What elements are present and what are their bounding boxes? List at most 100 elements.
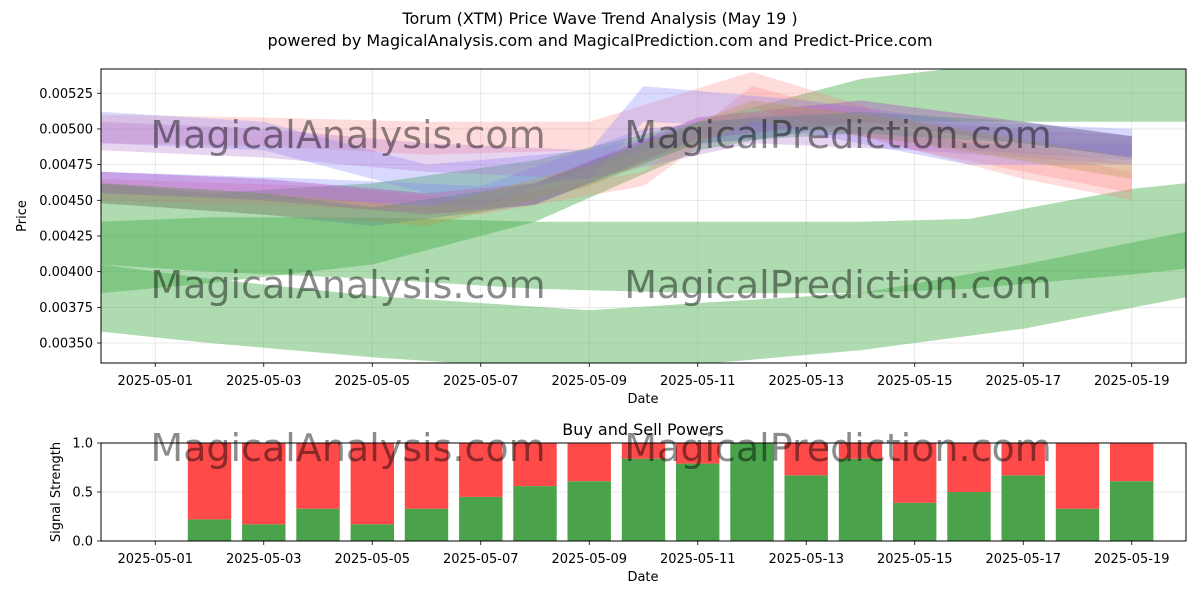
sell-bar: [567, 443, 611, 482]
sell-bar: [1110, 443, 1154, 482]
top-x-tick-label: 2025-05-09: [551, 374, 627, 389]
sell-bar: [1001, 443, 1045, 476]
bottom-x-tick-label: 2025-05-01: [117, 552, 193, 567]
top-plot-frame: [100, 68, 1187, 364]
bottom-x-axis-label: Date: [627, 570, 658, 585]
wave-band: [101, 86, 1132, 215]
bottom-watermarks: MagicalAnalysis.com MagicalPrediction.co…: [150, 426, 1051, 470]
bottom-x-tick-label: 2025-05-13: [768, 552, 844, 567]
buy-bar: [784, 475, 828, 541]
bottom-x-tick-label: 2025-05-17: [985, 552, 1061, 567]
buy-bar: [838, 458, 883, 541]
sell-bar: [187, 443, 232, 520]
wave-band: [101, 71, 1132, 201]
bottom-y-tick-label: 1.0: [72, 437, 93, 452]
chart-subtitle: powered by MagicalAnalysis.com and Magic…: [267, 31, 933, 50]
top-y-tick-label: 0.00375: [39, 301, 93, 316]
buy-bar: [459, 496, 503, 541]
top-x-axis-label: Date: [627, 392, 658, 407]
top-y-tick-label: 0.00400: [39, 265, 93, 280]
top-y-tick-label: 0.00350: [39, 337, 93, 352]
top-y-tick-label: 0.00525: [39, 87, 93, 102]
sell-bar: [947, 443, 991, 492]
buy-bar: [404, 508, 449, 541]
buy-bar: [296, 508, 340, 541]
watermark: MagicalPrediction.com: [624, 426, 1052, 470]
wave-band: [101, 86, 1132, 194]
buy-bar: [567, 481, 611, 541]
sell-bar: [296, 443, 340, 509]
watermark: MagicalAnalysis.com: [150, 263, 545, 307]
wave-band: [101, 111, 1132, 208]
buy-bar: [242, 524, 286, 541]
top-grid: [101, 69, 1186, 363]
bottom-chart-title: Buy and Sell Powers: [562, 420, 724, 439]
sell-bar: [784, 443, 828, 476]
top-y-tick-label: 0.00450: [39, 194, 93, 209]
top-x-tick-label: 2025-05-03: [226, 374, 302, 389]
top-x-tick-label: 2025-05-05: [334, 374, 410, 389]
chart-title: Torum (XTM) Price Wave Trend Analysis (M…: [402, 9, 798, 28]
top-y-tick-label: 0.00425: [39, 229, 93, 244]
bottom-x-tick-label: 2025-05-15: [877, 552, 953, 567]
top-series-layer: [101, 69, 1186, 363]
sell-bar: [838, 443, 883, 459]
bottom-axes: 2025-05-01 2025-05-03 2025-05-05 2025-05-07…: [72, 437, 1169, 568]
buy-bar: [513, 486, 557, 541]
bottom-y-tick-label: 0.0: [72, 535, 93, 550]
sell-bar: [621, 443, 666, 459]
watermark: MagicalPrediction.com: [624, 113, 1052, 157]
buy-bar: [621, 458, 666, 541]
buy-bar: [730, 443, 774, 541]
buy-bar: [350, 524, 394, 541]
wave-band: [101, 114, 1132, 179]
top-x-tick-label: 2025-05-01: [117, 374, 193, 389]
sell-bar: [459, 443, 503, 497]
buy-bar: [187, 519, 232, 541]
buy-bar: [947, 492, 991, 541]
top-watermarks: MagicalAnalysis.com MagicalPrediction.co…: [150, 113, 1051, 307]
sell-bar: [676, 443, 720, 464]
buy-bar: [893, 502, 937, 541]
top-x-tick-label: 2025-05-15: [877, 374, 953, 389]
bottom-x-tick-label: 2025-05-03: [226, 552, 302, 567]
wave-band: [101, 69, 1186, 294]
bottom-x-tick-label: 2025-05-11: [660, 552, 736, 567]
bottom-x-tick-label: 2025-05-19: [1094, 552, 1170, 567]
sell-bar: [1055, 443, 1100, 509]
watermark: MagicalPrediction.com: [624, 263, 1052, 307]
sell-bar: [242, 443, 286, 525]
buy-bar: [1055, 508, 1100, 541]
bottom-x-tick-label: 2025-05-09: [551, 552, 627, 567]
buy-bar: [1110, 481, 1154, 541]
top-y-tick-label: 0.00475: [39, 158, 93, 173]
top-axes: 2025-05-01 2025-05-03 2025-05-05 2025-05-07…: [39, 87, 1169, 389]
sell-bar: [893, 443, 937, 503]
wave-band: [101, 100, 1132, 226]
wave-band: [101, 231, 1186, 363]
wave-band: [101, 100, 1132, 215]
top-x-tick-label: 2025-05-13: [768, 374, 844, 389]
sell-bar: [513, 443, 557, 487]
wave-band: [101, 183, 1186, 294]
buy-bar: [1001, 475, 1045, 541]
watermark: MagicalAnalysis.com: [150, 426, 545, 470]
bottom-y-axis-label: Signal Strength: [49, 442, 64, 542]
top-x-tick-label: 2025-05-17: [985, 374, 1061, 389]
sell-bar: [404, 443, 449, 509]
bottom-x-tick-label: 2025-05-05: [334, 552, 410, 567]
top-y-axis-label: Price: [15, 200, 30, 232]
top-x-tick-label: 2025-05-19: [1094, 374, 1170, 389]
top-y-tick-label: 0.00500: [39, 122, 93, 137]
top-x-tick-label: 2025-05-11: [660, 374, 736, 389]
watermark: MagicalAnalysis.com: [150, 113, 545, 157]
wave-band: [101, 111, 1132, 226]
bottom-x-tick-label: 2025-05-07: [443, 552, 519, 567]
buy-bar: [676, 463, 720, 541]
sell-bar: [350, 443, 394, 525]
bottom-y-tick-label: 0.5: [72, 486, 93, 501]
bottom-bars-layer: [187, 443, 1154, 541]
top-x-tick-label: 2025-05-07: [443, 374, 519, 389]
